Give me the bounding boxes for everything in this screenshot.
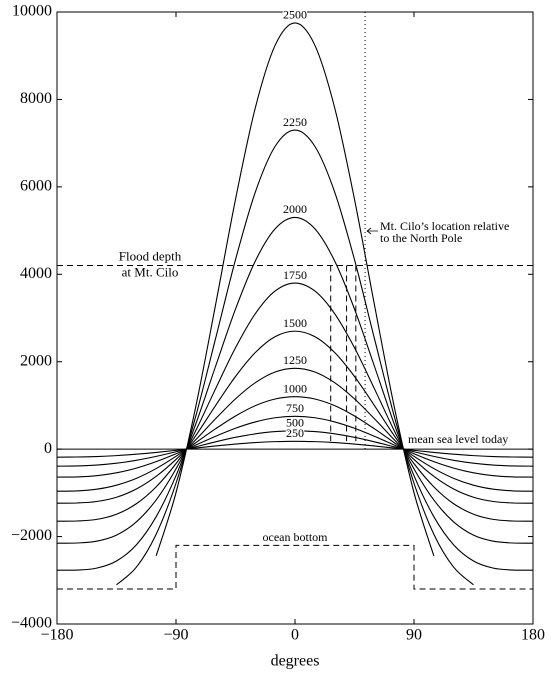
x-tick-label: 0 (291, 627, 299, 644)
x-tick-label: −90 (163, 627, 188, 644)
curve-label: 500 (286, 416, 304, 430)
curve-label: 1000 (283, 381, 307, 395)
curve-label: 1250 (283, 353, 307, 367)
y-tick-label: 4000 (20, 265, 52, 282)
y-tick-label: −4000 (11, 615, 52, 632)
ocean-bottom (57, 544, 533, 590)
sea-level-label: mean sea level today (408, 432, 508, 446)
flood-depth-label: Flood depth (119, 249, 182, 264)
y-tick-label: −2000 (11, 527, 52, 544)
y-tick-label: 8000 (20, 90, 52, 107)
curve (155, 22, 435, 557)
y-tick-label: 0 (44, 440, 52, 457)
cilo-label: Mt. Cilo’s location relative (380, 219, 509, 233)
y-tick-label: 6000 (20, 178, 52, 195)
curve-label: 250 (286, 426, 304, 440)
curve-label: 1500 (283, 316, 307, 330)
curve-label: 2000 (283, 202, 307, 216)
x-tick-label: 180 (521, 627, 545, 644)
curve (57, 282, 533, 544)
curve-label: 2250 (283, 115, 307, 129)
curve-label: 750 (286, 401, 304, 415)
curve (57, 430, 533, 467)
curve-label: 1750 (283, 268, 307, 282)
curve (57, 367, 533, 504)
x-axis-label: degrees (271, 653, 320, 670)
curve (57, 396, 533, 492)
curve (57, 415, 533, 478)
y-tick-label: 10000 (12, 3, 52, 20)
curve (57, 440, 533, 458)
cilo-label: to the North Pole (380, 231, 462, 245)
curve-label: 2500 (283, 8, 307, 22)
plot-area (57, 12, 533, 590)
flood-depth-label: at Mt. Cilo (122, 265, 179, 280)
y-tick-label: 2000 (20, 352, 52, 369)
cilo-arrow (366, 227, 378, 235)
curve (57, 216, 533, 571)
x-tick-label: 90 (406, 627, 422, 644)
x-tick-label: −180 (40, 627, 73, 644)
curve (116, 129, 474, 586)
ocean-bottom-label: ocean bottom (263, 530, 329, 544)
curve (57, 330, 533, 522)
